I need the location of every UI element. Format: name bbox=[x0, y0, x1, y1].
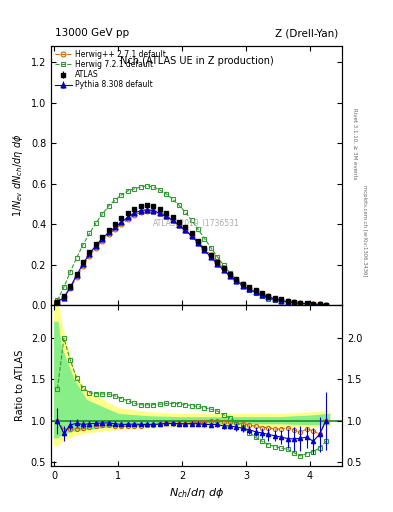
Herwig 7.2.1 default bbox=[74, 254, 79, 261]
Herwig 7.2.1 default bbox=[62, 284, 66, 290]
Herwig 7.2.1 default bbox=[100, 211, 105, 217]
Herwig++ 2.7.1 default bbox=[221, 265, 226, 271]
Herwig++ 2.7.1 default bbox=[298, 300, 303, 306]
Herwig++ 2.7.1 default bbox=[253, 288, 258, 294]
Legend: Herwig++ 2.7.1 default, Herwig 7.2.1 default, ATLAS, Pythia 8.308 default: Herwig++ 2.7.1 default, Herwig 7.2.1 def… bbox=[53, 48, 167, 91]
Herwig 7.2.1 default bbox=[323, 302, 328, 308]
Herwig 7.2.1 default bbox=[247, 287, 252, 293]
Herwig 7.2.1 default bbox=[298, 301, 303, 307]
Herwig++ 2.7.1 default bbox=[260, 291, 264, 297]
Herwig++ 2.7.1 default bbox=[100, 238, 105, 244]
Herwig++ 2.7.1 default bbox=[279, 297, 283, 303]
Herwig 7.2.1 default bbox=[138, 184, 143, 190]
Herwig++ 2.7.1 default bbox=[196, 239, 200, 245]
Herwig 7.2.1 default bbox=[260, 293, 264, 300]
Herwig++ 2.7.1 default bbox=[170, 217, 175, 223]
Y-axis label: Ratio to ATLAS: Ratio to ATLAS bbox=[15, 350, 25, 421]
Herwig++ 2.7.1 default bbox=[292, 299, 296, 305]
Herwig 7.2.1 default bbox=[164, 191, 169, 197]
Herwig 7.2.1 default bbox=[317, 302, 322, 308]
Text: Rivet 3.1.10, ≥ 3M events: Rivet 3.1.10, ≥ 3M events bbox=[352, 108, 357, 179]
Herwig 7.2.1 default bbox=[266, 295, 271, 302]
Herwig 7.2.1 default bbox=[94, 220, 98, 226]
Herwig 7.2.1 default bbox=[292, 300, 296, 306]
Herwig 7.2.1 default bbox=[157, 187, 162, 193]
Herwig++ 2.7.1 default bbox=[215, 259, 220, 265]
Herwig 7.2.1 default bbox=[55, 297, 60, 304]
Herwig 7.2.1 default bbox=[272, 297, 277, 303]
Herwig++ 2.7.1 default bbox=[151, 208, 156, 214]
Herwig++ 2.7.1 default bbox=[87, 253, 92, 259]
Herwig 7.2.1 default bbox=[170, 196, 175, 202]
Herwig 7.2.1 default bbox=[285, 300, 290, 306]
Herwig 7.2.1 default bbox=[87, 230, 92, 237]
Herwig++ 2.7.1 default bbox=[74, 274, 79, 280]
Herwig 7.2.1 default bbox=[151, 184, 156, 190]
Herwig 7.2.1 default bbox=[209, 245, 213, 251]
Herwig 7.2.1 default bbox=[125, 188, 130, 194]
Herwig 7.2.1 default bbox=[202, 236, 207, 242]
Herwig 7.2.1 default bbox=[196, 226, 200, 232]
Herwig 7.2.1 default bbox=[176, 202, 181, 208]
Herwig++ 2.7.1 default bbox=[164, 213, 169, 219]
Herwig 7.2.1 default bbox=[189, 217, 194, 223]
Herwig++ 2.7.1 default bbox=[228, 271, 232, 278]
Herwig 7.2.1 default bbox=[253, 290, 258, 296]
Herwig++ 2.7.1 default bbox=[81, 263, 85, 269]
Herwig++ 2.7.1 default bbox=[62, 294, 66, 301]
Herwig++ 2.7.1 default bbox=[145, 207, 149, 214]
Herwig++ 2.7.1 default bbox=[94, 245, 98, 251]
Herwig++ 2.7.1 default bbox=[125, 216, 130, 222]
Herwig++ 2.7.1 default bbox=[209, 252, 213, 258]
Text: Nch (ATLAS UE in Z production): Nch (ATLAS UE in Z production) bbox=[119, 56, 274, 67]
Herwig 7.2.1 default bbox=[234, 276, 239, 283]
Herwig++ 2.7.1 default bbox=[68, 285, 73, 291]
Herwig 7.2.1 default bbox=[279, 298, 283, 305]
Herwig++ 2.7.1 default bbox=[183, 227, 188, 233]
Text: ATLAS_2019_I1736531: ATLAS_2019_I1736531 bbox=[153, 218, 240, 227]
Herwig 7.2.1 default bbox=[145, 183, 149, 189]
Herwig 7.2.1 default bbox=[113, 197, 118, 203]
Herwig++ 2.7.1 default bbox=[247, 285, 252, 291]
Herwig++ 2.7.1 default bbox=[113, 226, 118, 232]
Herwig++ 2.7.1 default bbox=[241, 281, 245, 287]
Herwig 7.2.1 default bbox=[305, 301, 309, 307]
X-axis label: $N_{ch}/d\eta\ d\phi$: $N_{ch}/d\eta\ d\phi$ bbox=[169, 486, 224, 500]
Herwig++ 2.7.1 default bbox=[55, 298, 60, 305]
Herwig 7.2.1 default bbox=[311, 301, 316, 307]
Text: mcplots.cern.ch [arXiv:1306.3436]: mcplots.cern.ch [arXiv:1306.3436] bbox=[362, 185, 367, 276]
Herwig 7.2.1 default bbox=[81, 242, 85, 248]
Herwig 7.2.1 default bbox=[183, 209, 188, 215]
Herwig++ 2.7.1 default bbox=[157, 210, 162, 216]
Herwig 7.2.1 default bbox=[228, 270, 232, 276]
Herwig++ 2.7.1 default bbox=[138, 209, 143, 215]
Herwig 7.2.1 default bbox=[68, 269, 73, 275]
Herwig++ 2.7.1 default bbox=[176, 222, 181, 228]
Herwig 7.2.1 default bbox=[241, 282, 245, 288]
Herwig 7.2.1 default bbox=[221, 262, 226, 268]
Text: 13000 GeV pp: 13000 GeV pp bbox=[55, 28, 129, 38]
Text: Z (Drell-Yan): Z (Drell-Yan) bbox=[275, 28, 338, 38]
Herwig 7.2.1 default bbox=[106, 203, 111, 209]
Herwig++ 2.7.1 default bbox=[305, 301, 309, 307]
Herwig++ 2.7.1 default bbox=[285, 298, 290, 304]
Herwig++ 2.7.1 default bbox=[234, 276, 239, 283]
Herwig++ 2.7.1 default bbox=[317, 301, 322, 307]
Y-axis label: $1/N_{ev}\ dN_{ch}/d\eta\ d\phi$: $1/N_{ev}\ dN_{ch}/d\eta\ d\phi$ bbox=[11, 134, 25, 218]
Herwig++ 2.7.1 default bbox=[132, 212, 136, 218]
Herwig++ 2.7.1 default bbox=[272, 295, 277, 302]
Line: Herwig++ 2.7.1 default: Herwig++ 2.7.1 default bbox=[55, 208, 329, 307]
Herwig++ 2.7.1 default bbox=[106, 231, 111, 238]
Line: Herwig 7.2.1 default: Herwig 7.2.1 default bbox=[55, 183, 329, 307]
Herwig 7.2.1 default bbox=[215, 254, 220, 260]
Herwig++ 2.7.1 default bbox=[189, 232, 194, 239]
Herwig++ 2.7.1 default bbox=[311, 301, 316, 307]
Herwig++ 2.7.1 default bbox=[202, 246, 207, 252]
Herwig++ 2.7.1 default bbox=[323, 302, 328, 308]
Herwig++ 2.7.1 default bbox=[119, 221, 124, 227]
Herwig 7.2.1 default bbox=[119, 192, 124, 198]
Herwig++ 2.7.1 default bbox=[266, 293, 271, 300]
Herwig 7.2.1 default bbox=[132, 186, 136, 192]
